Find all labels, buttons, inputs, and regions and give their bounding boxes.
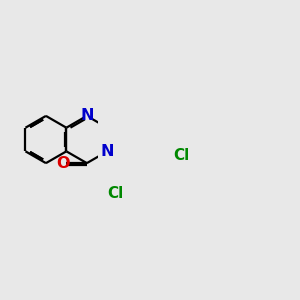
Text: O: O xyxy=(56,156,70,171)
Text: Cl: Cl xyxy=(107,187,123,202)
FancyBboxPatch shape xyxy=(84,113,89,119)
FancyBboxPatch shape xyxy=(111,191,119,197)
Text: N: N xyxy=(80,108,94,123)
FancyBboxPatch shape xyxy=(60,160,66,166)
FancyBboxPatch shape xyxy=(105,149,110,154)
Text: Cl: Cl xyxy=(173,148,189,164)
FancyBboxPatch shape xyxy=(177,153,185,159)
Text: N: N xyxy=(100,144,114,159)
